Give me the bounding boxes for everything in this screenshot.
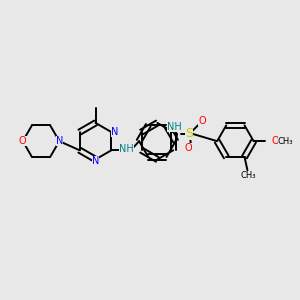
- Text: N: N: [111, 127, 118, 137]
- Text: N: N: [92, 156, 99, 166]
- Text: O: O: [184, 143, 192, 153]
- Text: NH: NH: [167, 122, 182, 132]
- Text: NH: NH: [119, 144, 134, 154]
- Text: O: O: [19, 136, 27, 146]
- Text: S: S: [185, 127, 194, 140]
- Text: O: O: [271, 136, 279, 146]
- Text: O: O: [198, 116, 206, 126]
- Text: N: N: [56, 136, 63, 146]
- Text: CH₃: CH₃: [278, 137, 293, 146]
- Text: CH₃: CH₃: [240, 171, 256, 180]
